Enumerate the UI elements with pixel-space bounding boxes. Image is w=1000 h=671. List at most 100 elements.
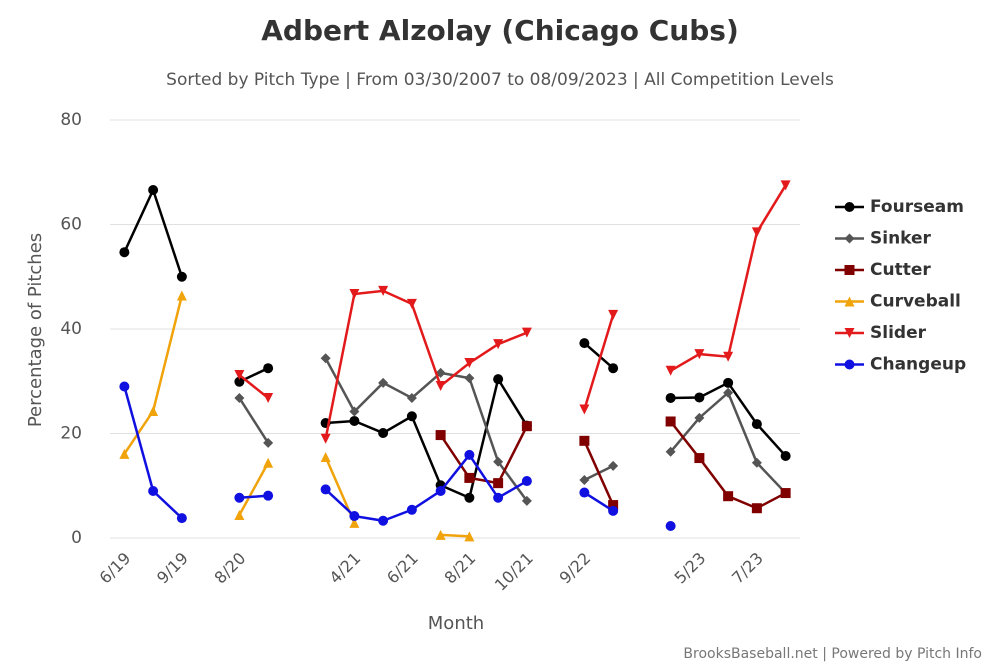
point [464, 449, 475, 460]
point [263, 392, 274, 403]
y-tick-label: 40 [60, 319, 82, 339]
y-tick-label: 60 [60, 215, 82, 235]
point [435, 380, 446, 391]
point [406, 392, 417, 403]
point [751, 227, 762, 238]
point [406, 504, 417, 515]
point [665, 416, 676, 427]
series-line [124, 386, 670, 526]
legend-label: Sinker [870, 229, 932, 249]
point [378, 427, 389, 438]
x-tick-label: 9/22 [556, 549, 595, 588]
point [320, 353, 331, 364]
point [378, 285, 389, 296]
point [665, 520, 676, 531]
point [176, 513, 187, 524]
point [493, 374, 504, 385]
point [263, 363, 274, 374]
point [493, 478, 504, 489]
point [349, 288, 360, 299]
y-axis-label: Percentage of Pitches [25, 233, 46, 427]
x-tick-label: 4/21 [326, 549, 365, 588]
legend-marker [844, 359, 855, 370]
legend-marker [844, 233, 855, 244]
point [521, 327, 532, 338]
x-tick-label: 8/21 [441, 549, 480, 588]
point [780, 488, 791, 499]
x-tick-label: 6/19 [96, 549, 135, 588]
point [234, 510, 245, 521]
point [406, 411, 417, 422]
point [119, 448, 130, 459]
point [234, 492, 245, 503]
point [148, 185, 159, 196]
x-tick-label: 10/21 [491, 549, 537, 595]
point [493, 492, 504, 503]
point [579, 475, 590, 486]
point [176, 290, 187, 301]
legend-label: Cutter [870, 260, 931, 280]
legend-marker [844, 328, 855, 338]
x-tick-label: 9/19 [153, 549, 192, 588]
legend-label: Changeup [870, 355, 966, 375]
point [780, 180, 791, 191]
point [665, 392, 676, 403]
point [723, 491, 734, 502]
point [378, 515, 389, 526]
point [751, 419, 762, 430]
point [148, 485, 159, 496]
series-line [123, 295, 470, 538]
series-line [123, 186, 787, 500]
point [148, 406, 159, 417]
point [234, 369, 245, 380]
point [608, 363, 619, 374]
point [579, 338, 590, 349]
point [521, 421, 532, 432]
point [521, 495, 532, 506]
point [263, 437, 274, 448]
point [349, 517, 360, 528]
point [608, 505, 619, 516]
point [464, 472, 475, 483]
point [320, 433, 331, 444]
point [608, 500, 619, 511]
legend-label: Fourseam [870, 197, 964, 217]
legend-label: Curveball [870, 292, 961, 312]
point [464, 373, 475, 384]
point [320, 452, 331, 463]
chart-title: Adbert Alzolay (Chicago Cubs) [261, 14, 739, 47]
legend-marker [844, 265, 855, 275]
point [320, 484, 331, 495]
y-tick-label: 80 [60, 110, 82, 130]
series-line [238, 184, 787, 439]
point [435, 430, 446, 441]
point [579, 435, 590, 446]
point [263, 457, 274, 468]
point [349, 511, 360, 522]
point [665, 446, 676, 457]
point [723, 387, 734, 398]
point [608, 309, 619, 320]
point [694, 349, 705, 360]
point [378, 377, 389, 388]
x-tick-label: 7/23 [728, 549, 767, 588]
x-tick-label: 6/21 [383, 549, 422, 588]
point [464, 357, 475, 368]
point [780, 450, 791, 461]
point [579, 487, 590, 498]
x-tick-label: 5/23 [671, 549, 710, 588]
point [751, 503, 762, 514]
point [694, 453, 705, 464]
x-axis-label: Month [428, 613, 484, 634]
point [521, 476, 532, 487]
point [234, 392, 245, 403]
series-line [238, 357, 787, 502]
point [435, 485, 446, 496]
point [493, 456, 504, 467]
point [119, 247, 130, 258]
point [694, 392, 705, 403]
y-tick-label: 0 [71, 528, 82, 548]
point [608, 460, 619, 471]
point [406, 298, 417, 309]
x-tick-label: 8/20 [211, 549, 250, 588]
